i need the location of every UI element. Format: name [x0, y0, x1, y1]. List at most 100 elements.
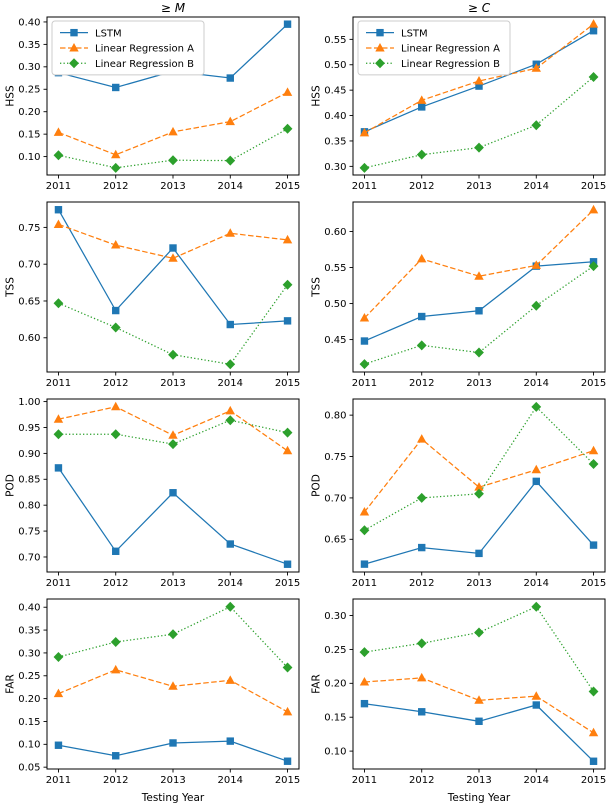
svg-text:2011: 2011: [352, 378, 377, 389]
svg-text:2013: 2013: [160, 181, 185, 192]
marker-diamond: [531, 601, 542, 612]
svg-text:2014: 2014: [218, 578, 243, 589]
svg-text:0.90: 0.90: [18, 449, 40, 460]
marker-triangle: [168, 430, 178, 439]
marker-diamond: [110, 429, 121, 440]
marker-triangle: [69, 42, 79, 52]
marker-square: [589, 757, 598, 765]
svg-text:2012: 2012: [103, 775, 128, 786]
marker-triangle: [168, 126, 178, 136]
marker-square: [589, 541, 598, 549]
marker-diamond: [531, 120, 542, 131]
svg-text:0.70: 0.70: [18, 552, 40, 563]
svg-text:0.70: 0.70: [18, 260, 40, 271]
svg-text:0.55: 0.55: [324, 263, 346, 274]
svg-text:2014: 2014: [218, 378, 243, 389]
svg-text:0.15: 0.15: [18, 717, 40, 728]
marker-triangle: [531, 260, 541, 269]
marker-diamond: [225, 359, 236, 370]
marker-square: [418, 103, 426, 111]
marker-square: [54, 741, 63, 749]
subplot-far-gte-m: 0.05 0.10 0.15 0.20 0.25 0.30 0.35 0.40 2011 2012…: [1, 593, 307, 806]
svg-text:0.65: 0.65: [324, 535, 346, 546]
marker-diamond: [53, 652, 64, 663]
svg-text:0.50: 0.50: [324, 60, 346, 71]
svg-text:LSTM: LSTM: [401, 28, 428, 39]
marker-triangle: [588, 727, 599, 737]
marker-diamond: [110, 636, 121, 647]
svg-text:2015: 2015: [581, 181, 606, 192]
marker-square: [226, 74, 234, 82]
marker-square: [112, 306, 120, 315]
marker-triangle: [474, 76, 484, 85]
marker-diamond: [359, 525, 370, 536]
marker-triangle: [588, 204, 599, 214]
marker-square: [112, 83, 120, 92]
series-line: [58, 223, 288, 259]
svg-text:0.65: 0.65: [18, 296, 40, 307]
marker-diamond: [168, 349, 178, 360]
pod-gte-c-chart: 0.65 0.70 0.75 0.80 2011 2012 2013 2014 2015 POD: [311, 398, 606, 589]
series-line: [364, 76, 594, 169]
marker-diamond: [359, 647, 370, 658]
svg-text:2014: 2014: [524, 378, 549, 389]
svg-text:2015: 2015: [581, 775, 606, 786]
subplot-hss-gte-m: 0.10 0.15 0.20 0.25 0.30 0.35 0.40 2011 2012 2013…: [1, 0, 307, 196]
marker-diamond: [588, 71, 599, 82]
marker-triangle: [359, 506, 370, 516]
svg-text:2011: 2011: [46, 181, 71, 192]
marker-diamond: [110, 162, 121, 173]
svg-text:2015: 2015: [581, 578, 606, 589]
marker-square: [283, 317, 292, 325]
marker-triangle: [359, 676, 370, 686]
svg-text:0.15: 0.15: [324, 713, 346, 724]
marker-triangle: [531, 63, 541, 72]
marker-diamond: [168, 155, 178, 166]
svg-text:2011: 2011: [352, 775, 377, 786]
marker-diamond: [225, 415, 236, 426]
marker-diamond: [53, 298, 64, 309]
svg-text:0.60: 0.60: [18, 333, 40, 344]
series-line: [58, 669, 288, 713]
marker-triangle: [474, 482, 484, 491]
marker-triangle: [375, 42, 385, 52]
far-gte-c-chart: 0.10 0.15 0.20 0.25 0.30 2011 2012 2013 2014 2015…: [311, 598, 606, 804]
legend: LSTM Linear Regression A Linear Regression…: [357, 20, 511, 76]
marker-square: [418, 543, 426, 552]
marker-square: [475, 549, 483, 558]
marker-triangle: [168, 681, 178, 690]
marker-triangle: [417, 253, 427, 263]
svg-text:0.75: 0.75: [324, 452, 346, 463]
svg-text:≥ C: ≥ C: [468, 1, 491, 15]
svg-text:0.10: 0.10: [18, 740, 40, 751]
svg-text:0.20: 0.20: [324, 679, 346, 690]
marker-triangle: [225, 228, 235, 237]
marker-diamond: [282, 123, 293, 134]
marker-diamond: [416, 492, 427, 503]
tss-gte-c-chart: 0.45 0.50 0.55 0.60 2011 2012 2013 2014 2015 TSS: [311, 201, 606, 389]
svg-text:2015: 2015: [275, 378, 300, 389]
marker-square: [360, 560, 369, 568]
svg-text:2013: 2013: [160, 775, 185, 786]
svg-text:0.25: 0.25: [18, 671, 40, 682]
marker-diamond: [53, 429, 64, 440]
marker-triangle: [531, 464, 541, 474]
marker-square: [70, 28, 78, 37]
marker-triangle: [111, 149, 121, 159]
svg-text:0.35: 0.35: [324, 136, 346, 147]
svg-text:0.80: 0.80: [324, 411, 346, 422]
marker-square: [226, 737, 234, 745]
hss-gte-m-chart: 0.10 0.15 0.20 0.25 0.30 0.35 0.40 2011 2012 2013…: [5, 1, 301, 192]
svg-text:0.25: 0.25: [18, 85, 40, 96]
svg-text:0.10: 0.10: [18, 152, 40, 163]
svg-text:TSS: TSS: [5, 277, 17, 298]
svg-text:0.30: 0.30: [18, 62, 40, 73]
svg-text:2014: 2014: [524, 578, 549, 589]
series-line: [57, 209, 288, 326]
marker-diamond: [588, 686, 599, 697]
svg-text:0.30: 0.30: [324, 611, 346, 622]
svg-text:1.00: 1.00: [18, 397, 40, 408]
marker-triangle: [225, 675, 235, 684]
svg-text:≥ M: ≥ M: [161, 1, 186, 15]
svg-text:2012: 2012: [409, 578, 434, 589]
